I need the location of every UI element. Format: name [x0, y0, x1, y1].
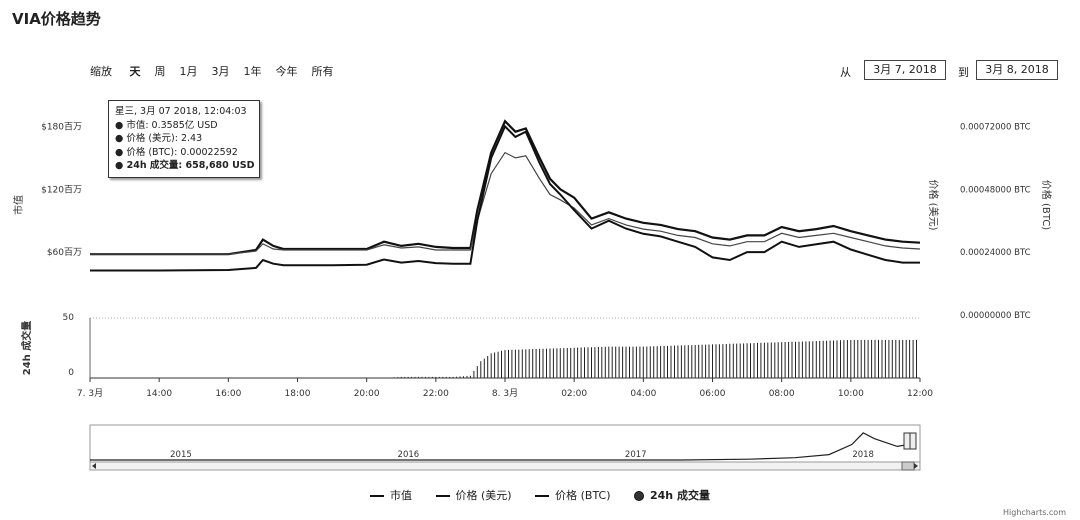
legend-item-price-btc[interactable]: 价格 (BTC) — [535, 487, 611, 503]
left-axis-tick-label: $60百万 — [47, 247, 82, 258]
scroll-left-arrow-icon[interactable] — [92, 463, 96, 469]
tooltip-date: 星三, 3月 07 2018, 12:04:03 — [115, 106, 247, 117]
tooltip-row-volume: ● 24h 成交量: 658,680 USD — [115, 160, 255, 171]
right-axis-tick-label: 0.00024000 BTC — [960, 248, 1031, 258]
navigator-year-label: 2016 — [398, 450, 420, 460]
x-axis-tick-label: 04:00 — [630, 389, 656, 399]
legend-item-market-cap[interactable]: 市值 — [370, 487, 412, 503]
left-axis-tick-label: $120百万 — [41, 184, 82, 195]
right-axis-title-btc: 价格 (BTC) — [1040, 180, 1053, 230]
right-axis-tick-label: 0.00072000 BTC — [960, 122, 1031, 132]
legend-line-icon — [435, 495, 450, 497]
navigator-right-handle[interactable] — [909, 432, 917, 450]
tooltip-row-price-usd: ● 价格 (美元): 2.43 — [115, 133, 203, 144]
navigator-year-label: 2017 — [625, 450, 647, 460]
right-axis-tick-label: 0.00048000 BTC — [960, 185, 1031, 195]
series-line-price-usd[interactable] — [90, 151, 921, 255]
zoom-button-2[interactable]: 1月 — [179, 65, 198, 78]
zoom-button-6[interactable]: 所有 — [311, 65, 334, 78]
left-axis-title: 市值 — [12, 195, 25, 215]
tooltip-row-price-btc: ● 价格 (BTC): 0.00022592 — [115, 146, 238, 158]
tooltip-row-market-cap: ● 市值: 0.3585亿 USD — [115, 119, 218, 131]
page-title: VIA价格趋势 — [12, 10, 101, 28]
chart-tooltip: 星三, 3月 07 2018, 12:04:03 ● 市值: 0.3585亿 U… — [108, 100, 260, 178]
x-axis-tick-label: 06:00 — [700, 389, 726, 399]
zoom-button-5[interactable]: 今年 — [275, 65, 298, 78]
navigator-left-handle[interactable] — [903, 432, 911, 450]
x-axis-tick-label: 20:00 — [354, 389, 380, 399]
right-axis-tick-label: 0.00000000 BTC — [960, 311, 1031, 321]
zoom-button-4[interactable]: 1年 — [243, 65, 262, 78]
chart-credit[interactable]: Highcharts.com — [1003, 508, 1066, 517]
chart-legend: 市值 价格 (美元) 价格 (BTC) 24h 成交量 — [0, 487, 1080, 503]
x-axis-tick-label: 7. 3月 — [77, 388, 103, 399]
x-axis-tick-label: 18:00 — [285, 389, 311, 399]
volume-axis-tick-label: 0 — [68, 368, 74, 378]
x-axis-tick-label: 02:00 — [561, 389, 587, 399]
scroll-right-arrow-icon[interactable] — [914, 463, 918, 469]
navigator-series — [90, 432, 909, 461]
legend-item-volume[interactable]: 24h 成交量 — [634, 487, 710, 503]
x-axis-tick-label: 12:00 — [907, 389, 933, 399]
navigator-scrollbar-thumb[interactable] — [901, 461, 915, 471]
x-axis-tick-label: 22:00 — [423, 389, 449, 399]
x-axis-tick-label: 10:00 — [838, 389, 864, 399]
series-line-price-btc[interactable] — [90, 124, 920, 272]
right-axis-title-usd: 价格 (美元) — [927, 180, 940, 231]
range-from-label: 从 — [840, 66, 851, 79]
navigator-year-label: 2015 — [170, 450, 192, 460]
volume-axis-title: 24h 成交量 — [20, 321, 33, 376]
navigator-scrollbar[interactable] — [89, 461, 921, 471]
left-axis-tick-label: $180百万 — [41, 121, 82, 132]
navigator-frame[interactable] — [89, 424, 921, 463]
x-axis-tick-label: 08:00 — [769, 389, 795, 399]
series-line-market-cap[interactable] — [90, 119, 921, 256]
range-from-input[interactable]: 3月 7, 2018 — [864, 60, 946, 80]
x-axis-tick-label: 8. 3月 — [492, 388, 518, 399]
navigator-year-label: 2018 — [852, 450, 874, 460]
legend-line-icon — [370, 495, 385, 497]
legend-item-price-usd[interactable]: 价格 (美元) — [435, 487, 512, 503]
legend-line-icon — [535, 495, 550, 497]
zoom-toolbar: 缩放 天周 1月 3月 1年 今年 所有 — [90, 63, 362, 79]
legend-dot-icon — [634, 491, 644, 501]
x-axis-tick-label: 16:00 — [215, 389, 241, 399]
range-to-input[interactable]: 3月 8, 2018 — [976, 60, 1058, 80]
range-to-label: 到 — [958, 66, 969, 79]
zoom-button-1[interactable]: 周 — [154, 65, 166, 78]
zoom-button-3[interactable]: 3月 — [211, 65, 230, 78]
x-axis-tick-label: 14:00 — [146, 389, 172, 399]
zoom-button-0[interactable]: 天 — [129, 65, 141, 78]
zoom-label: 缩放 — [90, 65, 112, 78]
volume-axis-tick-label: 50 — [63, 313, 75, 323]
